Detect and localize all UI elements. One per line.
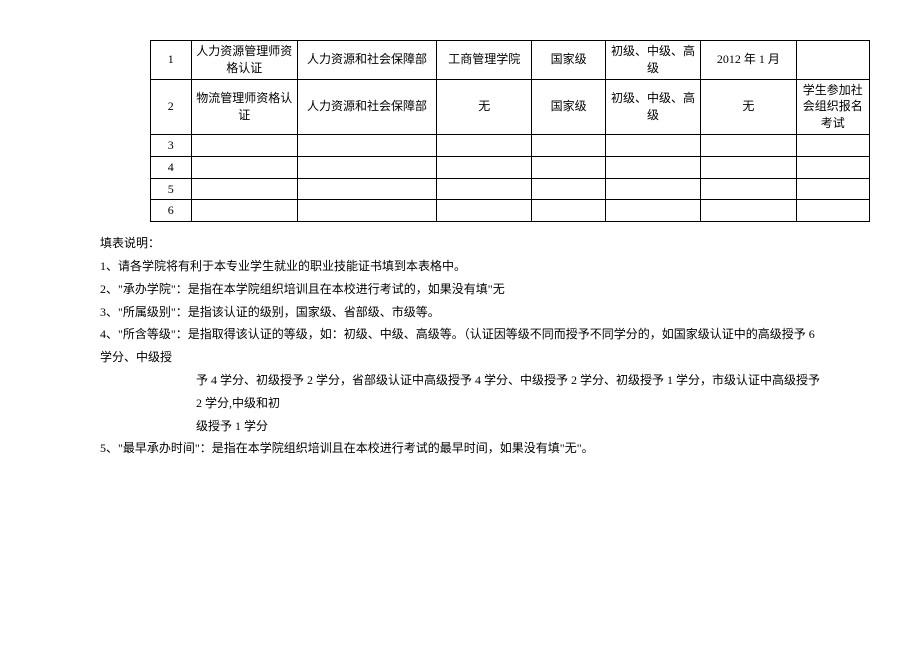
certification-table: 1 人力资源管理师资格认证 人力资源和社会保障部 工商管理学院 国家级 初级、中…	[150, 40, 870, 222]
cell-dept: 人力资源和社会保障部	[297, 41, 436, 80]
table-row: 2 物流管理师资格认证 人力资源和社会保障部 无 国家级 初级、中级、高级 无 …	[151, 79, 870, 134]
cell-name: 人力资源管理师资格认证	[191, 41, 297, 80]
cell	[191, 156, 297, 178]
cell-dept: 人力资源和社会保障部	[297, 79, 436, 134]
cell	[297, 178, 436, 200]
cell	[437, 178, 532, 200]
cell-index: 1	[151, 41, 192, 80]
cell-level: 国家级	[532, 41, 605, 80]
cell-grades: 初级、中级、高级	[605, 41, 700, 80]
table-row: 1 人力资源管理师资格认证 人力资源和社会保障部 工商管理学院 国家级 初级、中…	[151, 41, 870, 80]
cell	[532, 200, 605, 222]
cell	[796, 200, 870, 222]
cell	[701, 134, 796, 156]
notes-title: 填表说明：	[100, 232, 820, 255]
cell	[191, 200, 297, 222]
cell	[532, 178, 605, 200]
note-item: 3、"所属级别"：是指该认证的级别，国家级、省部级、市级等。	[100, 301, 820, 324]
cell	[796, 156, 870, 178]
table-row: 3	[151, 134, 870, 156]
note-item-cont: 级授予 1 学分	[100, 415, 820, 438]
cell-index: 2	[151, 79, 192, 134]
cell	[437, 156, 532, 178]
cell-note: 学生参加社会组织报名考试	[796, 79, 870, 134]
cell	[701, 178, 796, 200]
note-item: 5、"最早承办时间"：是指在本学院组织培训且在本校进行考试的最早时间，如果没有填…	[100, 437, 820, 460]
cell-note	[796, 41, 870, 80]
note-item: 4、"所含等级"：是指取得该认证的等级，如：初级、中级、高级等。（认证因等级不同…	[100, 323, 820, 369]
cell-date: 无	[701, 79, 796, 134]
table-row: 6	[151, 200, 870, 222]
notes-section: 填表说明： 1、请各学院将有利于本专业学生就业的职业技能证书填到本表格中。 2、…	[100, 232, 820, 460]
cell	[297, 200, 436, 222]
cell	[297, 156, 436, 178]
cell	[701, 156, 796, 178]
cell	[297, 134, 436, 156]
cell	[605, 156, 700, 178]
table-row: 4	[151, 156, 870, 178]
table-row: 5	[151, 178, 870, 200]
cell-grades: 初级、中级、高级	[605, 79, 700, 134]
cell-college: 工商管理学院	[437, 41, 532, 80]
cell-level: 国家级	[532, 79, 605, 134]
cell	[796, 178, 870, 200]
cell	[191, 134, 297, 156]
cell-college: 无	[437, 79, 532, 134]
cell	[532, 134, 605, 156]
cell-index: 3	[151, 134, 192, 156]
cell	[605, 134, 700, 156]
document-page: 1 人力资源管理师资格认证 人力资源和社会保障部 工商管理学院 国家级 初级、中…	[0, 0, 920, 460]
cell	[437, 134, 532, 156]
note-item: 2、"承办学院"：是指在本学院组织培训且在本校进行考试的，如果没有填"无	[100, 278, 820, 301]
cell	[701, 200, 796, 222]
cell-name: 物流管理师资格认证	[191, 79, 297, 134]
cell-index: 6	[151, 200, 192, 222]
cell-index: 5	[151, 178, 192, 200]
cell	[437, 200, 532, 222]
cell	[605, 178, 700, 200]
note-item-cont: 予 4 学分、初级授予 2 学分，省部级认证中高级授予 4 学分、中级授予 2 …	[100, 369, 820, 415]
cell	[796, 134, 870, 156]
cell	[191, 178, 297, 200]
cell	[605, 200, 700, 222]
cell-date: 2012 年 1 月	[701, 41, 796, 80]
note-item: 1、请各学院将有利于本专业学生就业的职业技能证书填到本表格中。	[100, 255, 820, 278]
cell	[532, 156, 605, 178]
cell-index: 4	[151, 156, 192, 178]
